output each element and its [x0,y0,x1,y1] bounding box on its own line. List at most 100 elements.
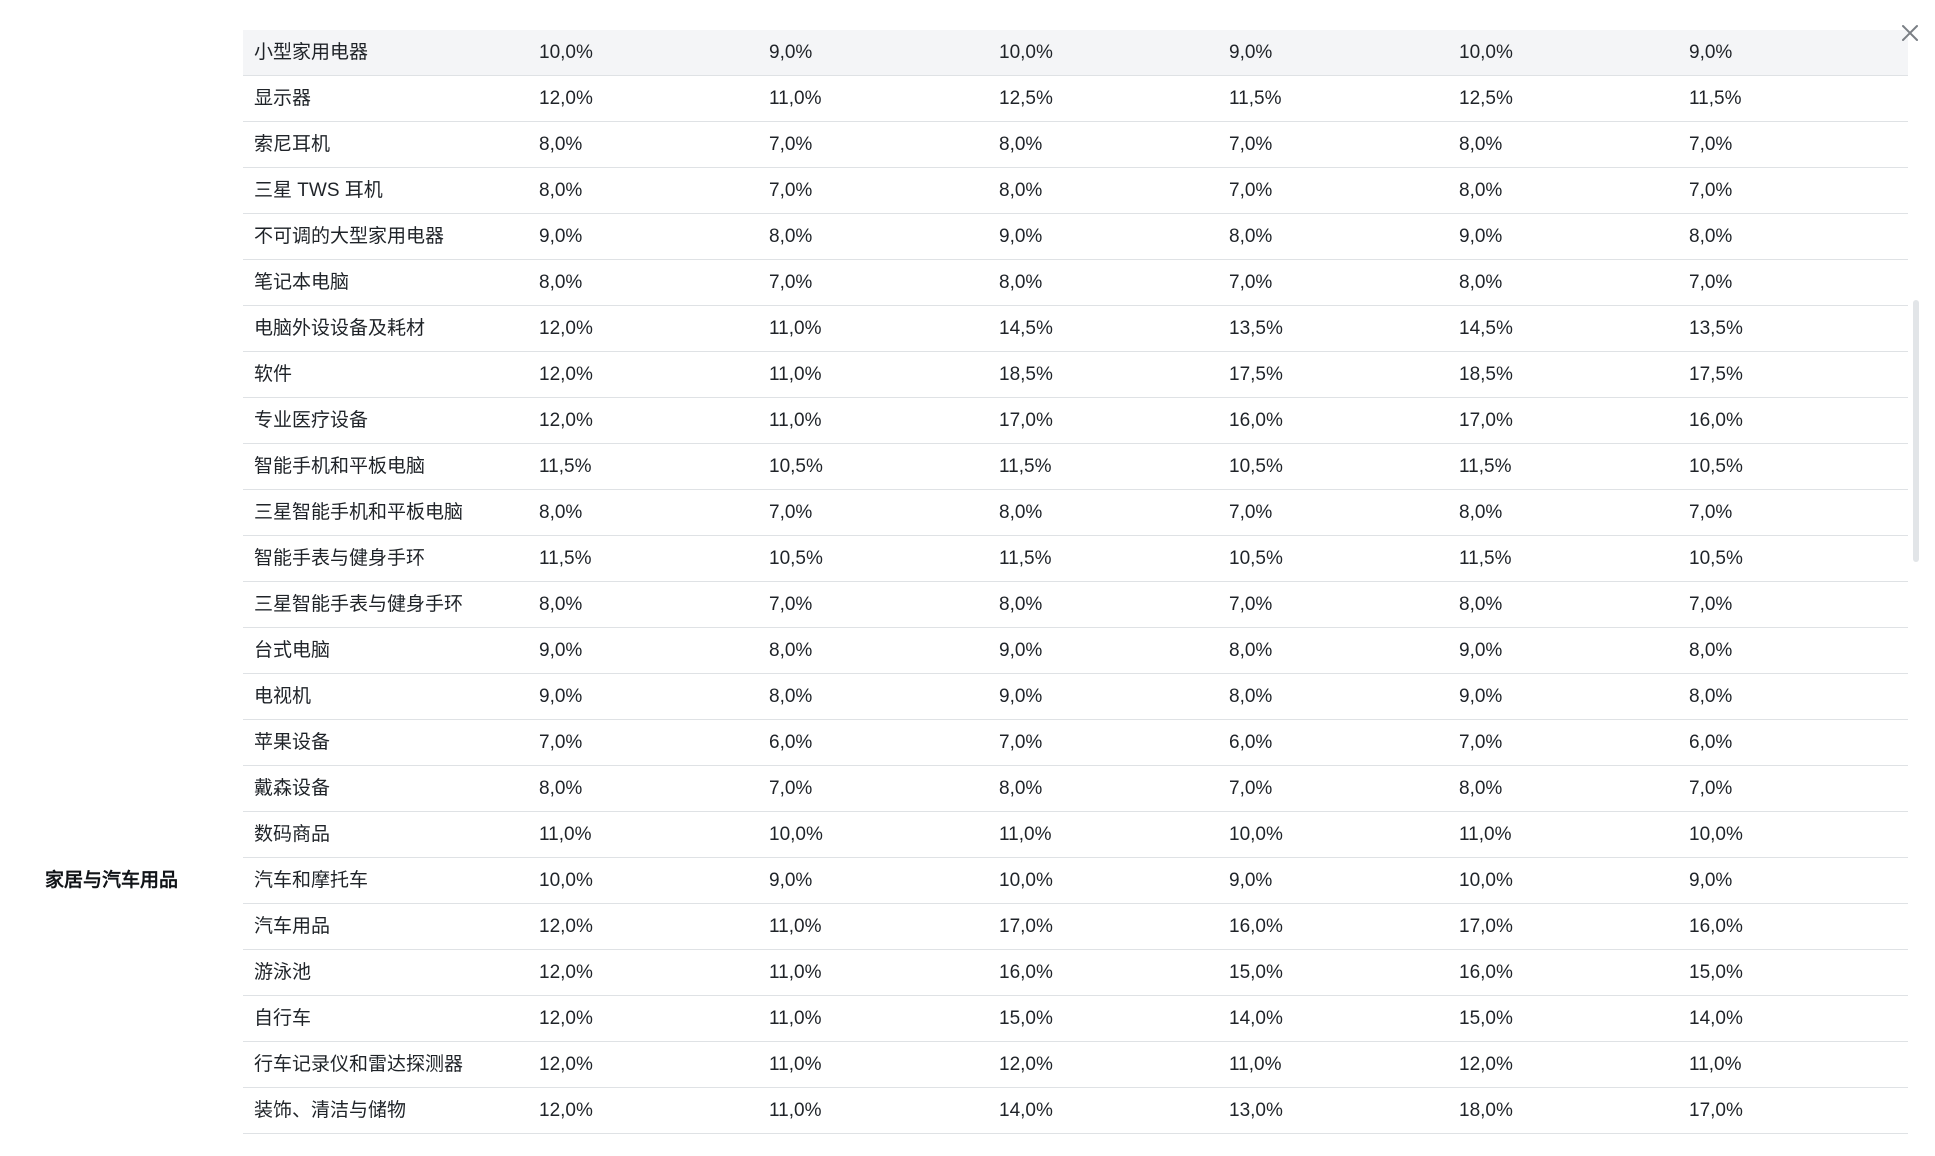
rate-cell: 11,5% [988,535,1218,582]
rate-cell: 14,0% [1678,995,1908,1042]
rate-cell: 7,0% [1218,765,1448,812]
rate-cell: 13,5% [1678,305,1908,352]
category-cell [34,352,243,398]
rate-cell: 7,0% [1678,121,1908,168]
rate-cell: 11,0% [758,949,988,996]
rate-cell: 9,0% [1218,30,1448,76]
rate-cell: 10,0% [1218,811,1448,858]
table-row: 苹果设备 7,0% 6,0% 7,0% 6,0% 7,0% 6,0% [34,719,1908,766]
category-cell [34,812,243,858]
rate-cell: 12,0% [528,995,758,1042]
subcategory-cell: 不可调的大型家用电器 [243,213,528,260]
subcategory-cell: 智能手表与健身手环 [243,535,528,582]
rate-cell: 11,5% [988,443,1218,490]
subcategory-cell: 索尼耳机 [243,121,528,168]
table-row: 装饰、清洁与储物 12,0% 11,0% 14,0% 13,0% 18,0% 17,0% [34,1087,1908,1134]
rate-cell: 12,0% [528,397,758,444]
table-row: 自行车 12,0% 11,0% 15,0% 14,0% 15,0% 14,0% [34,995,1908,1042]
close-icon [1902,25,1918,41]
table-row: 智能手机和平板电脑 11,5% 10,5% 11,5% 10,5% 11,5% 10,5% [34,443,1908,490]
rate-cell: 11,0% [758,1041,988,1088]
rate-cell: 17,0% [988,397,1218,444]
table-row: 软件 12,0% 11,0% 18,5% 17,5% 18,5% 17,5% [34,351,1908,398]
rate-cell: 7,0% [1678,581,1908,628]
vertical-scrollbar[interactable] [1913,30,1919,1140]
subcategory-cell: 苹果设备 [243,719,528,766]
rate-cell: 9,0% [988,213,1218,260]
subcategory-cell: 电脑外设设备及耗材 [243,305,528,352]
subcategory-cell: 汽车用品 [243,903,528,950]
rate-cell: 8,0% [988,259,1218,306]
category-cell [34,306,243,352]
rate-cell: 11,0% [528,811,758,858]
category-cell [34,950,243,996]
rate-cell: 10,5% [1678,443,1908,490]
table-row: 小型家用电器 10,0% 9,0% 10,0% 9,0% 10,0% 9,0% [34,30,1908,76]
rate-cell: 17,5% [1218,351,1448,398]
rate-cell: 7,0% [758,489,988,536]
category-cell [34,168,243,214]
category-cell [34,1088,243,1134]
table-row: 戴森设备 8,0% 7,0% 8,0% 7,0% 8,0% 7,0% [34,765,1908,812]
rate-cell: 7,0% [1218,167,1448,214]
subcategory-cell: 三星 TWS 耳机 [243,167,528,214]
rate-cell: 8,0% [758,213,988,260]
subcategory-cell: 行车记录仪和雷达探测器 [243,1041,528,1088]
rate-cell: 14,0% [1218,995,1448,1042]
category-cell [34,674,243,720]
rate-cell: 11,0% [758,903,988,950]
rate-cell: 15,0% [988,995,1218,1042]
rate-cell: 7,0% [758,167,988,214]
rate-cell: 12,0% [528,351,758,398]
category-cell [34,904,243,950]
rate-cell: 12,0% [528,75,758,122]
rate-cell: 6,0% [758,719,988,766]
rate-cell: 12,0% [528,903,758,950]
rate-cell: 8,0% [758,627,988,674]
rate-cell: 12,0% [528,1041,758,1088]
rate-cell: 17,0% [1448,903,1678,950]
rate-cell: 7,0% [1218,581,1448,628]
category-cell [34,536,243,582]
rate-cell: 8,0% [528,765,758,812]
category-cell [34,766,243,812]
rate-cell: 8,0% [1678,673,1908,720]
subcategory-cell: 小型家用电器 [243,30,528,76]
rate-cell: 10,0% [528,857,758,904]
rate-cell: 9,0% [528,627,758,674]
rate-cell: 9,0% [528,673,758,720]
rate-cell: 18,5% [1448,351,1678,398]
rate-cell: 9,0% [1678,30,1908,76]
rate-cell: 11,0% [1678,1041,1908,1088]
subcategory-cell: 软件 [243,351,528,398]
rate-cell: 8,0% [528,259,758,306]
rate-cell: 11,5% [1448,443,1678,490]
rate-cell: 7,0% [1448,719,1678,766]
rate-cell: 7,0% [1218,489,1448,536]
rate-cell: 9,0% [528,213,758,260]
rate-cell: 17,0% [1448,397,1678,444]
category-cell [34,122,243,168]
subcategory-cell: 显示器 [243,75,528,122]
rate-cell: 11,5% [1448,535,1678,582]
rate-cell: 12,0% [988,1041,1218,1088]
subcategory-cell: 专业医疗设备 [243,397,528,444]
subcategory-cell: 数码商品 [243,811,528,858]
rate-cell: 14,5% [988,305,1218,352]
rate-cell: 14,0% [988,1087,1218,1134]
table-row: 三星智能手表与健身手环 8,0% 7,0% 8,0% 7,0% 8,0% 7,0% [34,581,1908,628]
rate-cell: 8,0% [1678,213,1908,260]
rate-cell: 6,0% [1218,719,1448,766]
rate-cell: 9,0% [1448,627,1678,674]
scrollbar-thumb[interactable] [1913,300,1919,562]
rate-cell: 7,0% [758,581,988,628]
rate-cell: 10,0% [988,30,1218,76]
table-row: 汽车用品 12,0% 11,0% 17,0% 16,0% 17,0% 16,0% [34,903,1908,950]
rate-cell: 9,0% [758,30,988,76]
category-cell [34,582,243,628]
rate-cell: 17,0% [988,903,1218,950]
category-cell [34,398,243,444]
close-button[interactable] [1893,16,1927,50]
rate-cell: 8,0% [988,765,1218,812]
